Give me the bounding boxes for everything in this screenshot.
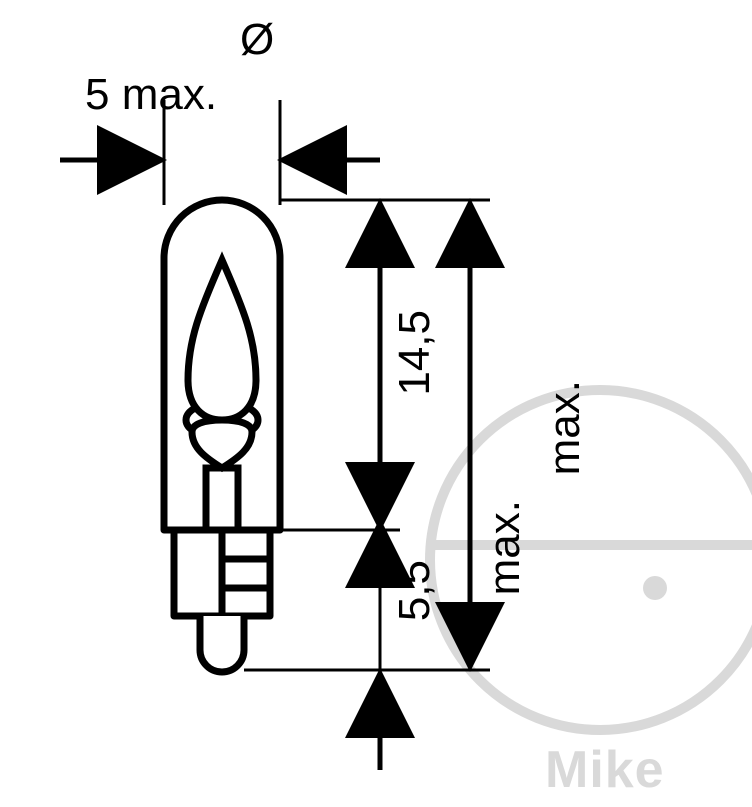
bulb-drawing: [0, 0, 752, 807]
label-h-lower: 5,5: [390, 560, 440, 621]
label-h-upper: 14,5: [390, 310, 440, 396]
label-width: 5 max.: [85, 70, 217, 120]
label-diameter-symbol: Ø: [240, 15, 274, 65]
label-max-inner: max.: [480, 500, 530, 595]
label-max-outer: max.: [540, 380, 590, 475]
diagram-canvas: Mike: [0, 0, 752, 807]
